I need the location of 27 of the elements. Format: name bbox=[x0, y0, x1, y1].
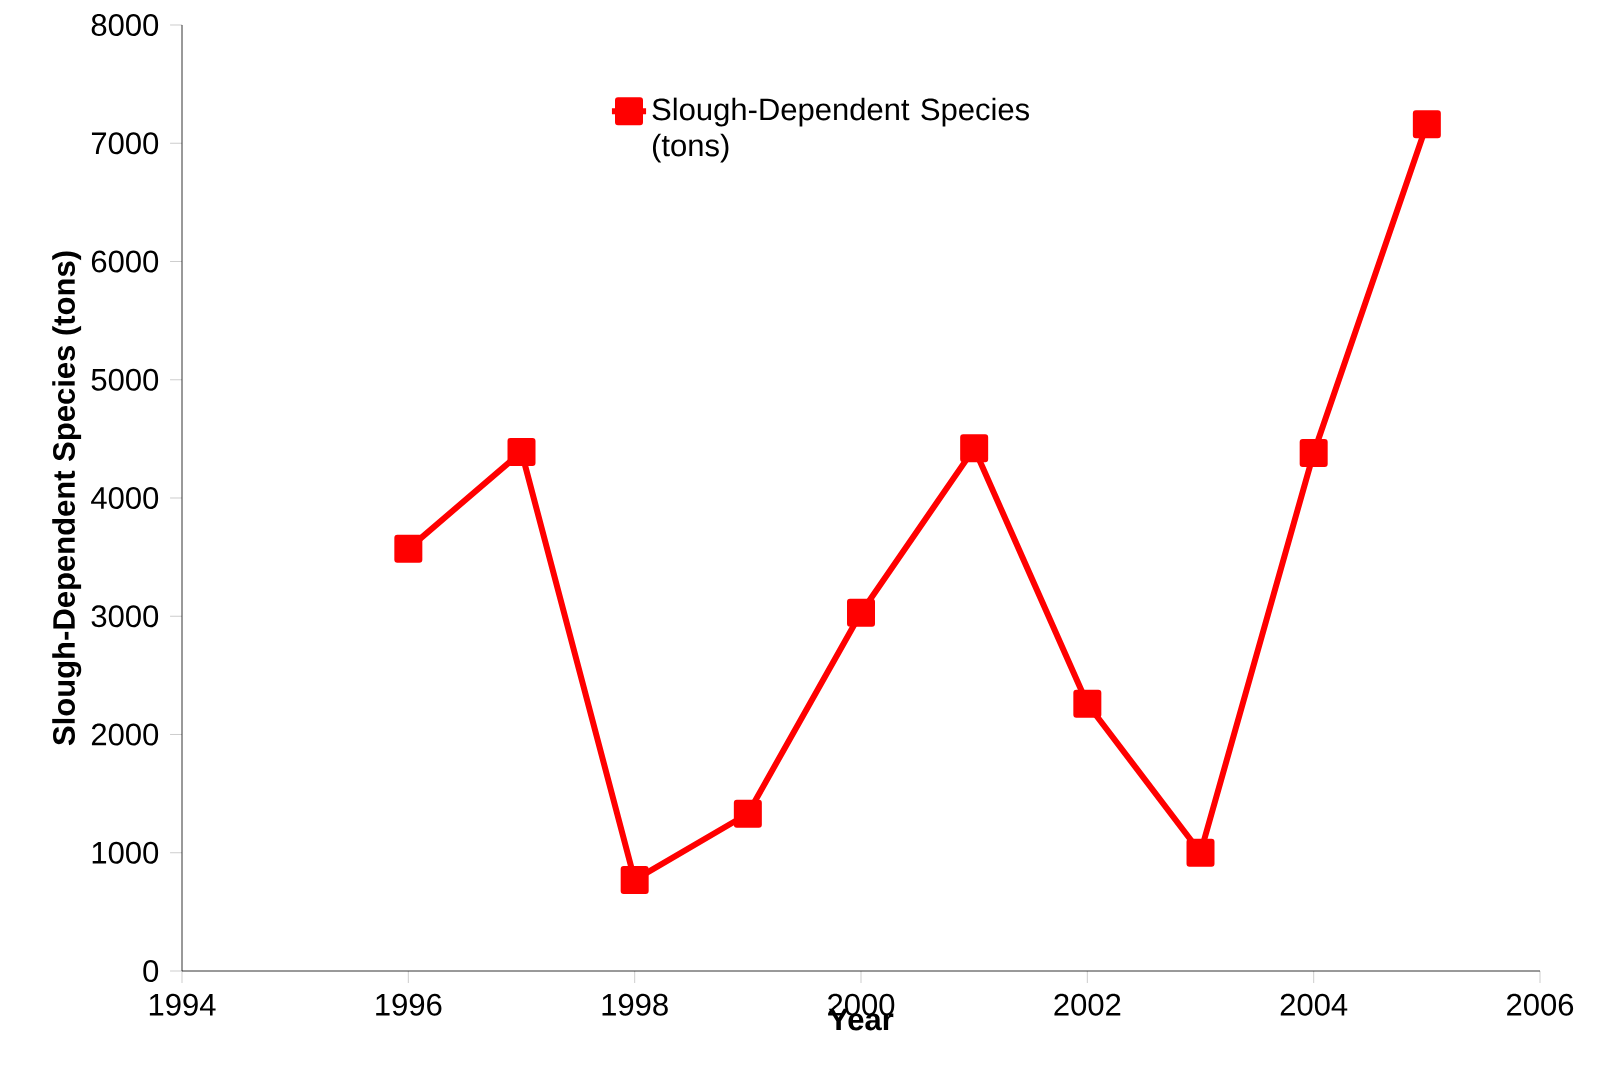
x-tick-label: 2006 bbox=[1507, 993, 1574, 1016]
y-tick-label: 4000 bbox=[91, 487, 159, 509]
point bbox=[847, 598, 876, 627]
y-tick-label: 2000 bbox=[91, 723, 159, 746]
legend-label: Slough-Dependent Species (tons) bbox=[652, 97, 1030, 163]
x-tick-label: 2004 bbox=[1280, 993, 1348, 1016]
y-tick-label: 0 bbox=[143, 960, 159, 982]
point bbox=[620, 865, 649, 894]
x-tick-label: 2002 bbox=[1054, 993, 1121, 1016]
y-tick-label: 1000 bbox=[92, 841, 159, 864]
point bbox=[507, 437, 536, 466]
x-tick-label: 1998 bbox=[602, 993, 668, 1016]
y-tick-label: 3000 bbox=[91, 605, 159, 628]
point bbox=[1412, 110, 1441, 139]
x-tick-label: 1994 bbox=[149, 993, 216, 1016]
point bbox=[1186, 838, 1215, 867]
x-tick-label: 1996 bbox=[376, 993, 442, 1016]
point bbox=[733, 799, 762, 828]
y-tick-label: 8000 bbox=[91, 14, 159, 36]
point bbox=[394, 534, 423, 563]
point bbox=[1073, 689, 1102, 718]
y-tick-label: 5000 bbox=[91, 368, 159, 391]
y-tick-label: 6000 bbox=[91, 250, 159, 273]
point bbox=[1299, 439, 1328, 468]
y-axis-title: Slough-Dependent Species (tons) bbox=[52, 251, 82, 746]
point bbox=[960, 434, 989, 463]
y-tick-label: 7000 bbox=[91, 132, 159, 155]
